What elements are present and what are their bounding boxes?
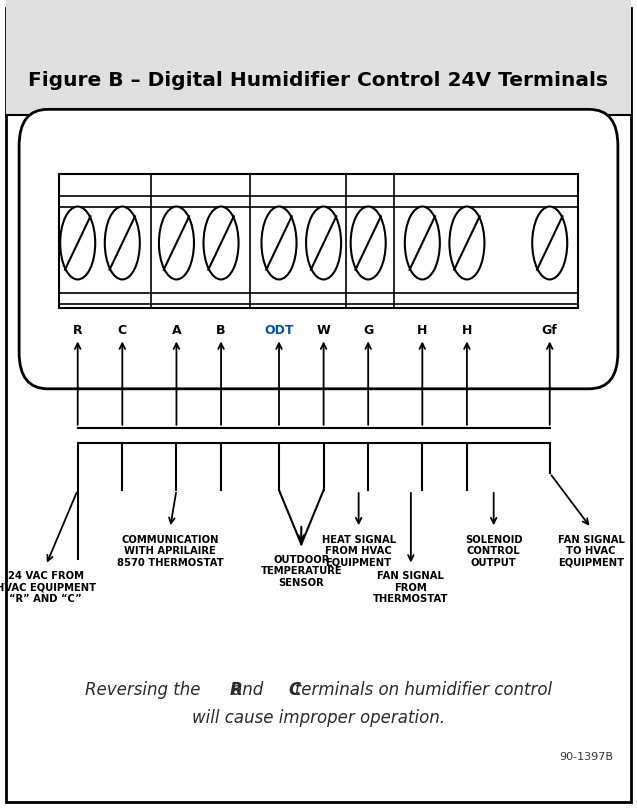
Text: 90-1397B: 90-1397B <box>559 752 613 762</box>
Text: H: H <box>462 324 472 337</box>
Ellipse shape <box>450 207 484 279</box>
Text: OUTDOOR
TEMPERATURE
SENSOR: OUTDOOR TEMPERATURE SENSOR <box>261 555 342 588</box>
Text: C: C <box>118 324 127 337</box>
Text: HEAT SIGNAL
FROM HVAC
EQUIPMENT: HEAT SIGNAL FROM HVAC EQUIPMENT <box>322 535 396 568</box>
Text: FAN SIGNAL
TO HVAC
EQUIPMENT: FAN SIGNAL TO HVAC EQUIPMENT <box>558 535 624 568</box>
Text: FAN SIGNAL
FROM
THERMOSTAT: FAN SIGNAL FROM THERMOSTAT <box>373 571 448 604</box>
Text: SOLENOID
CONTROL
OUTPUT: SOLENOID CONTROL OUTPUT <box>465 535 522 568</box>
Text: Figure B – Digital Humidifier Control 24V Terminals: Figure B – Digital Humidifier Control 24… <box>29 71 608 91</box>
Ellipse shape <box>533 207 568 279</box>
Ellipse shape <box>350 207 386 279</box>
Text: R: R <box>73 324 83 337</box>
Ellipse shape <box>60 207 96 279</box>
Text: R: R <box>229 681 242 699</box>
Text: ODT: ODT <box>264 324 294 337</box>
Text: 24 VAC FROM
HVAC EQUIPMENT
“R” AND “C”: 24 VAC FROM HVAC EQUIPMENT “R” AND “C” <box>0 571 96 604</box>
Ellipse shape <box>262 207 297 279</box>
FancyBboxPatch shape <box>19 109 618 389</box>
Text: A: A <box>171 324 182 337</box>
Ellipse shape <box>159 207 194 279</box>
Ellipse shape <box>104 207 140 279</box>
Bar <box>6 0 631 115</box>
Text: W: W <box>317 324 331 337</box>
Text: H: H <box>417 324 427 337</box>
Bar <box>59 174 578 308</box>
Ellipse shape <box>204 207 239 279</box>
Text: C: C <box>288 681 301 699</box>
Text: Reversing the      and      terminals on humidifier control: Reversing the and terminals on humidifie… <box>85 681 552 699</box>
Ellipse shape <box>405 207 440 279</box>
Text: G: G <box>363 324 373 337</box>
Text: B: B <box>217 324 225 337</box>
Text: Gf: Gf <box>542 324 557 337</box>
Text: will cause improper operation.: will cause improper operation. <box>192 710 445 727</box>
Ellipse shape <box>306 207 341 279</box>
Text: COMMUNICATION
WITH APRILAIRE
8570 THERMOSTAT: COMMUNICATION WITH APRILAIRE 8570 THERMO… <box>117 535 224 568</box>
